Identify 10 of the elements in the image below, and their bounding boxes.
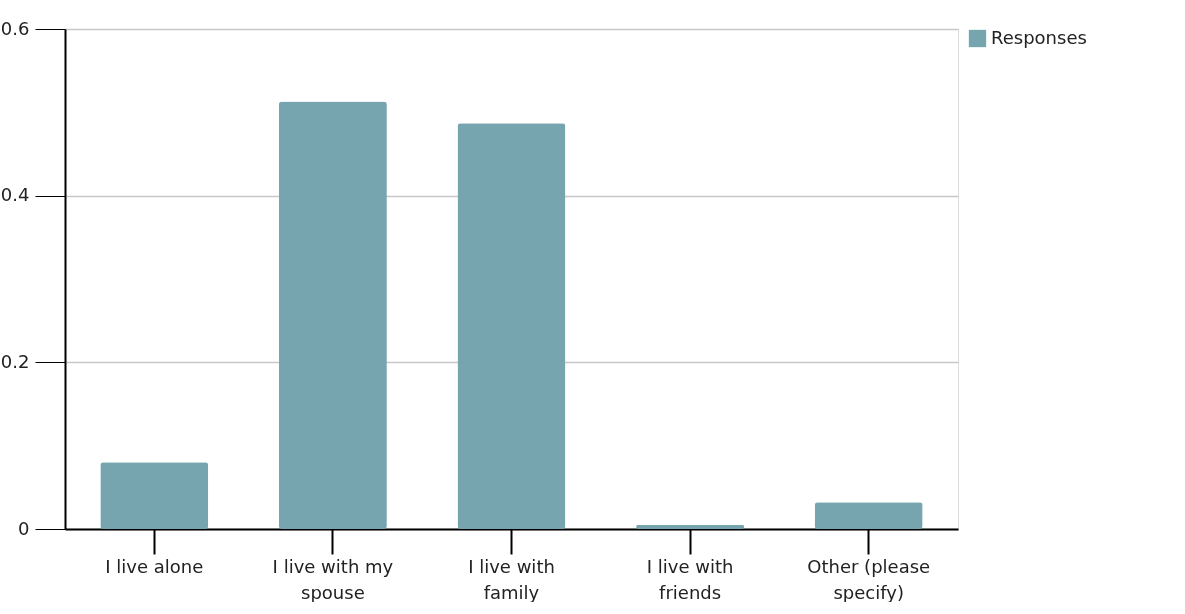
x-tick-label: I live with my spouse	[272, 555, 394, 603]
legend-label: Responses	[991, 26, 1087, 48]
y-tick-label: 0.6	[0, 17, 30, 39]
x-tick-label: I live with family	[468, 555, 555, 603]
x-tick-label: I live with friends	[646, 555, 734, 603]
x-tick-label: Other (please specify)	[807, 555, 931, 603]
y-tick-label: 0.2	[0, 350, 30, 372]
y-tick-label: 0	[18, 517, 30, 539]
x-tick-label: I live alone	[105, 555, 204, 577]
y-tick-label: 0.4	[0, 184, 30, 206]
